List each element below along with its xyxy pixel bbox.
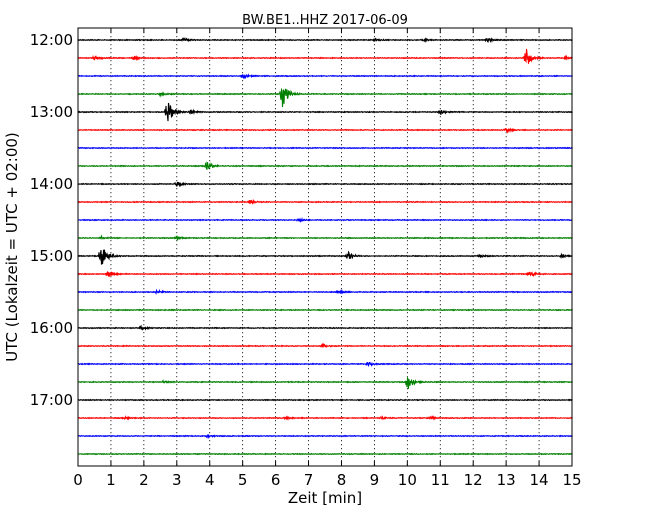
trace-row — [77, 36, 573, 43]
trace-row — [77, 361, 573, 368]
x-tick-label: 6 — [271, 471, 281, 489]
x-tick-label: 15 — [562, 471, 581, 489]
x-tick-label: 9 — [370, 471, 380, 489]
x-tick-label: 4 — [205, 471, 215, 489]
trace-row — [77, 288, 573, 295]
x-tick-label: 7 — [304, 471, 314, 489]
trace-row — [77, 87, 573, 108]
x-tick-label: 0 — [73, 471, 83, 489]
trace-row — [77, 434, 573, 440]
trace-row — [77, 161, 573, 170]
trace-row — [77, 48, 573, 64]
chart-title: BW.BE1..HHZ 2017-06-09 — [242, 13, 408, 28]
x-tick-label: 5 — [238, 471, 248, 489]
x-tick-label: 12 — [464, 471, 483, 489]
trace-row — [77, 398, 573, 402]
x-tick-label: 1 — [106, 471, 116, 489]
trace-row — [77, 308, 573, 312]
axis-ticks: 0 1 2 3 4 5 6 7 8 9 10 11 12 13 14 1512:0013:0014:0015:… — [30, 28, 582, 489]
y-tick-label: 13:00 — [30, 103, 73, 121]
trace-row — [77, 249, 573, 265]
trace-row — [77, 146, 573, 150]
trace-row — [77, 452, 573, 456]
x-axis-label: Zeit [min] — [288, 489, 362, 507]
y-tick-label: 15:00 — [30, 247, 73, 265]
grid-lines — [110, 28, 540, 466]
trace-row — [77, 415, 573, 422]
trace-row — [77, 342, 573, 349]
trace-row — [77, 73, 573, 80]
x-tick-label: 8 — [337, 471, 347, 489]
y-tick-label: 12:00 — [30, 31, 73, 49]
trace-row — [77, 181, 573, 188]
trace-row — [77, 324, 573, 331]
trace-row — [77, 216, 573, 223]
x-tick-label: 2 — [139, 471, 149, 489]
y-tick-label: 17:00 — [30, 391, 73, 409]
x-tick-label: 10 — [398, 471, 417, 489]
trace-row — [77, 127, 573, 134]
trace-row — [77, 376, 573, 389]
y-tick-label: 16:00 — [30, 319, 73, 337]
x-tick-label: 11 — [431, 471, 450, 489]
x-tick-label: 3 — [172, 471, 182, 489]
plot-frame — [77, 27, 573, 467]
trace-row — [77, 271, 573, 278]
x-tick-label: 13 — [497, 471, 516, 489]
trace-row — [77, 198, 573, 205]
trace-row — [77, 102, 573, 122]
seismogram-traces — [77, 36, 573, 456]
y-tick-label: 14:00 — [30, 175, 73, 193]
x-tick-label: 14 — [530, 471, 549, 489]
trace-row — [77, 234, 573, 242]
y-axis-label: UTC (Lokalzeit = UTC + 02:00) — [3, 132, 21, 362]
